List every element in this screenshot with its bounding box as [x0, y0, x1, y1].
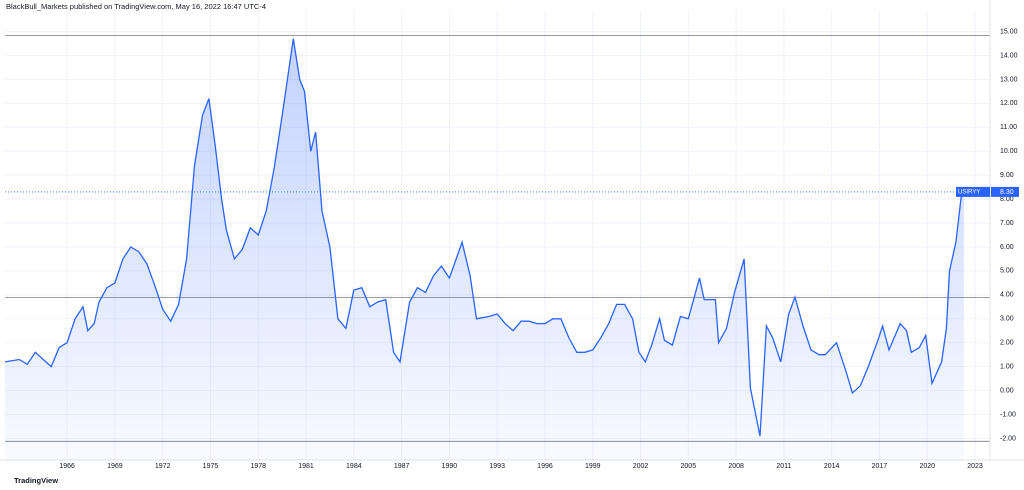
x-tick-label: 2008 [728, 463, 744, 470]
symbol-label: USIRYY [958, 189, 980, 195]
x-tick-label: 1987 [394, 463, 410, 470]
last-value-label: 8.30 [1000, 189, 1014, 196]
y-tick-label: 8.00 [1000, 196, 1014, 203]
y-tick-label: 11.00 [1000, 124, 1017, 131]
y-tick-label: 15.00 [1000, 28, 1018, 35]
y-tick-label: 14.00 [1000, 52, 1018, 59]
x-tick-label: 1969 [107, 463, 123, 470]
y-tick-label: -2.00 [1000, 435, 1016, 442]
header: BlackBull_Markets published on TradingVi… [6, 2, 266, 11]
line [4, 38, 965, 437]
logo: TradingView [14, 476, 58, 485]
x-tick-label: 1999 [585, 463, 601, 470]
x-tick-label: 1984 [346, 463, 362, 470]
x-tick-label: 1966 [59, 463, 75, 470]
y-tick-label: 3.00 [1000, 316, 1014, 323]
x-tick-label: 1990 [442, 463, 458, 470]
y-tick-label: 0.00 [1000, 387, 1014, 394]
y-tick-label: 4.00 [1000, 292, 1014, 299]
plot: -2.00 -1.00 0.00 1.00 2.00 3.00 4.00 5.00 6.00 7.… [0, 0, 1024, 470]
y-tick-label: 9.00 [1000, 172, 1014, 179]
y-tick-label: 2.00 [1000, 340, 1014, 347]
x-tick-label: 1996 [537, 463, 553, 470]
x-tick-label: 2023 [967, 463, 983, 470]
y-tick-label: 10.00 [1000, 148, 1018, 155]
y-tick-label: 12.00 [1000, 100, 1018, 107]
x-tick-label: 1993 [489, 463, 505, 470]
y-tick-label: -1.00 [1000, 411, 1016, 418]
x-tick-label: 2002 [633, 463, 649, 470]
x-tick-label: 1972 [155, 463, 171, 470]
x-tick-label: 2014 [824, 463, 840, 470]
y-tick-label: 7.00 [1000, 220, 1014, 227]
x-tick-label: 1978 [250, 463, 266, 470]
y-tick-label: 13.00 [1000, 76, 1018, 83]
y-tick-label: 6.00 [1000, 244, 1014, 251]
x-tick-label: 2017 [872, 463, 888, 470]
y-tick-label: 5.00 [1000, 268, 1014, 275]
x-tick-label: 1975 [203, 463, 219, 470]
price-tag [956, 186, 990, 197]
x-tick-label: 2020 [919, 463, 935, 470]
y-tick-label: 1.00 [1000, 363, 1014, 370]
price-tag [991, 186, 1019, 197]
area-fill [5, 38, 964, 460]
x-tick-label: 2011 [776, 463, 791, 470]
x-tick-label: 1981 [298, 463, 314, 470]
x-tick-label: 2005 [681, 463, 697, 470]
